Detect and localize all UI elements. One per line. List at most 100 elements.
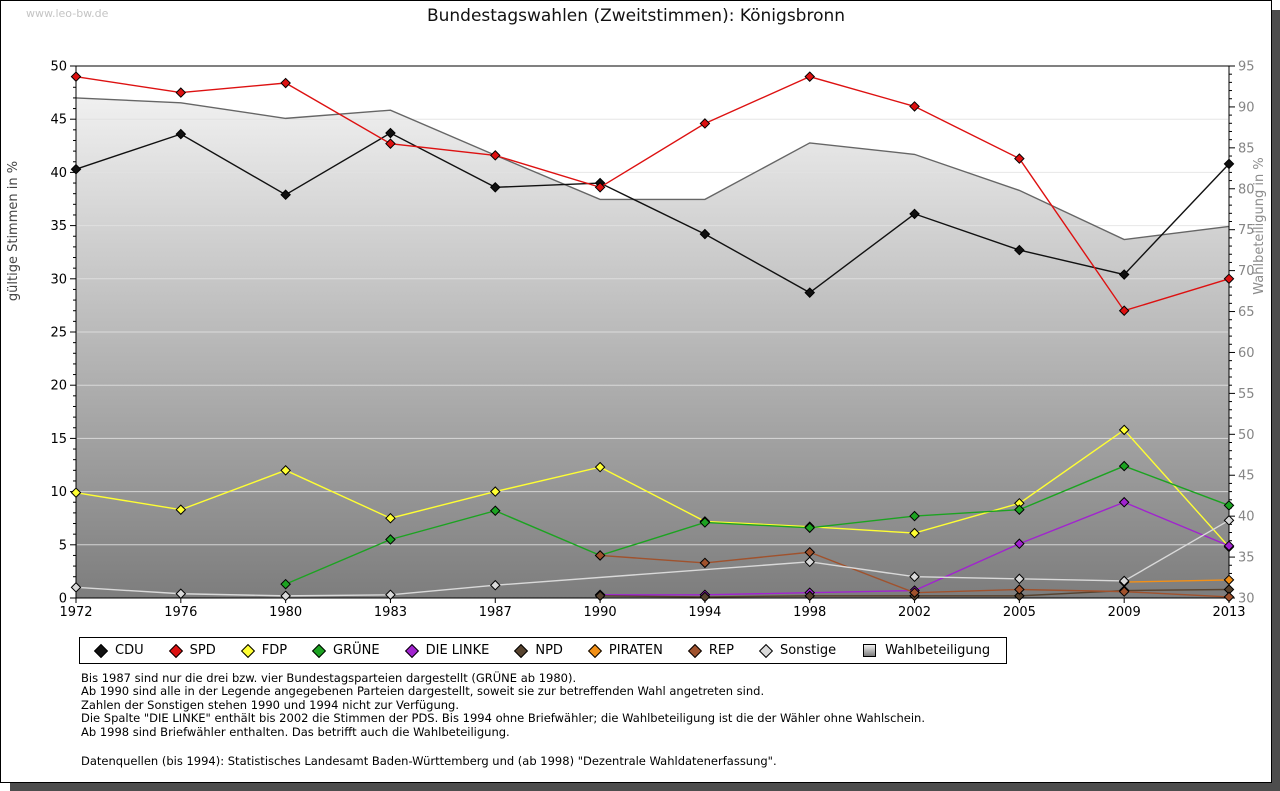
data-point-REP: [1118, 586, 1130, 597]
series-line-CDU: [75, 132, 1230, 294]
data-point-FDP: [594, 461, 606, 473]
data-point-SPD: [280, 77, 291, 89]
data-point-NPD: [804, 590, 816, 602]
data-point-GRÜNE: [1118, 460, 1130, 472]
chart-legend: CDU SPD FDP GRÜNE DIE LINKE NPD PIRATEN REP Sons…: [79, 637, 1008, 664]
footnote-line: Ab 1990 sind alle in der Legende angegeb…: [81, 684, 765, 699]
axis-tick-label: 15: [50, 432, 67, 447]
data-point-Sonstige: [70, 582, 82, 593]
axis-tick-label: 55: [1238, 387, 1255, 402]
data-point-Sonstige: [489, 579, 501, 591]
axis-tick-label: 1994: [688, 605, 721, 620]
axis-tick-label: 90: [1238, 100, 1255, 115]
legend-label: Sonstige: [779, 643, 837, 658]
legend-label: REP: [708, 643, 734, 658]
window-shadow-right: [1272, 10, 1280, 783]
series-line-PIRATEN: [1124, 579, 1230, 583]
data-point-NPD: [594, 590, 606, 602]
axis-tick-label: 2013: [1212, 605, 1245, 620]
axis-tick-label: 1990: [584, 605, 617, 620]
data-point-REP: [594, 550, 606, 561]
diamond-marker-icon: [404, 643, 419, 658]
legend-item-Sonstige: Sonstige: [758, 643, 837, 658]
axis-tick-label: 5: [59, 538, 67, 553]
footnote-line: Die Spalte "DIE LINKE" enthält bis 2002 …: [81, 711, 925, 726]
data-point-SPD: [1014, 153, 1025, 164]
data-point-GRÜNE: [489, 505, 501, 517]
data-point-SPD: [175, 87, 187, 98]
page-title: Bundestagswahlen (Zweitstimmen): Königsb…: [426, 6, 846, 26]
legend-item-NPD: NPD: [514, 643, 563, 658]
axis-tick-label: 25: [50, 326, 67, 341]
data-point-GRÜNE: [804, 522, 816, 534]
axis-tick-label: 1983: [374, 605, 407, 620]
data-point-GRÜNE: [699, 517, 711, 528]
data-point-GRÜNE: [280, 578, 291, 590]
axis-tick-label: 75: [1238, 223, 1255, 238]
axis-tick-label: 45: [1238, 469, 1255, 484]
data-point-Sonstige: [280, 590, 291, 602]
data-point-GRÜNE: [385, 534, 396, 545]
legend-item-DIE LINKE: DIE LINKE: [404, 643, 489, 658]
diamond-marker-icon: [240, 643, 255, 658]
diamond-marker-icon: [514, 643, 529, 658]
axis-tick-label: 70: [1238, 264, 1255, 279]
data-point-FDP: [175, 504, 187, 515]
data-point-Sonstige: [1014, 573, 1025, 585]
legend-item-PIRATEN: PIRATEN: [587, 643, 663, 658]
diamond-marker-icon: [587, 643, 602, 658]
axis-tick-label: 95: [1238, 60, 1255, 75]
data-point-CDU: [489, 181, 501, 193]
axis-tick-label: 35: [1238, 551, 1255, 566]
data-point-GRÜNE: [909, 510, 920, 522]
data-point-Sonstige: [1118, 575, 1130, 587]
election-chart: 0 5 10 15 20 25 30 35 40 45 50 30 35 40 45 50 55 60 65 70 75…: [6, 60, 1267, 621]
data-point-CDU: [1118, 269, 1130, 280]
diamond-marker-icon: [168, 643, 183, 658]
diamond-marker-icon: [687, 643, 702, 658]
legend-label: SPD: [189, 643, 216, 658]
axis-tick-label: 80: [1238, 182, 1255, 197]
data-point-FDP: [280, 465, 291, 476]
legend-item-CDU: CDU: [93, 643, 144, 658]
data-point-NPD: [1014, 590, 1025, 602]
legend-label: NPD: [535, 643, 563, 658]
axis-tick-label: 40: [50, 166, 67, 181]
data-point-Sonstige: [175, 588, 187, 600]
data-point-CDU: [699, 228, 711, 240]
axis-tick-label: 1972: [59, 605, 92, 620]
axis-tick-label: 1976: [164, 605, 197, 620]
data-point-PIRATEN: [1223, 574, 1235, 586]
data-point-CDU: [175, 128, 187, 140]
data-point-FDP: [70, 487, 82, 498]
diamond-marker-icon: [93, 643, 109, 658]
turnout-line: [75, 97, 1230, 241]
window-shadow-bottom: [10, 783, 1280, 791]
axis-tick-label: 20: [50, 379, 67, 394]
axis-tick-label: 30: [50, 272, 67, 287]
data-point-SPD: [1223, 273, 1235, 285]
data-point-DIE LINKE: [1223, 540, 1235, 552]
series-line-SPD: [75, 75, 1230, 312]
axis-tick-label: 0: [59, 592, 67, 607]
series-line-FDP: [75, 428, 1230, 548]
right-axis-title: Wahlbeteiligung in %: [1252, 157, 1267, 294]
turnout-legend-swatch: [863, 644, 877, 657]
data-point-Sonstige: [1223, 515, 1235, 526]
data-point-DIE LINKE: [1118, 496, 1130, 508]
legend-item-SPD: SPD: [168, 643, 216, 658]
legend-item-FDP: FDP: [240, 643, 287, 658]
data-point-SPD: [1118, 305, 1130, 317]
data-point-CDU: [280, 189, 291, 201]
data-point-CDU: [909, 208, 920, 220]
data-point-FDP: [1118, 424, 1130, 436]
axis-tick-label: 2009: [1108, 605, 1141, 620]
data-point-SPD: [594, 181, 606, 193]
axis-tick-label: 40: [1238, 510, 1255, 525]
data-point-SPD: [699, 118, 711, 129]
diamond-marker-icon: [758, 643, 774, 658]
data-point-Sonstige: [804, 556, 816, 568]
diamond-marker-icon: [311, 643, 327, 658]
axis-tick-label: 50: [50, 60, 67, 75]
